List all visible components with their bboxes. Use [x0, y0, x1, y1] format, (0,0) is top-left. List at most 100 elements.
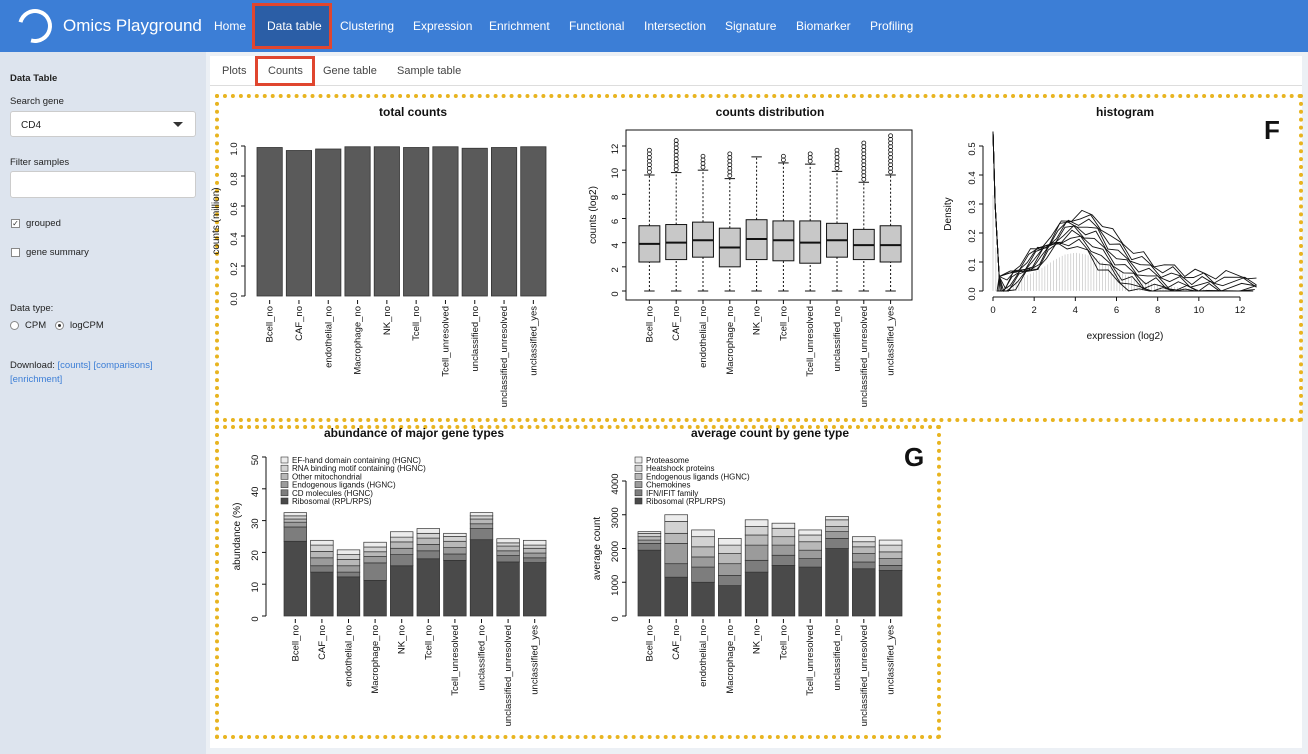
average-count-bar-segment — [718, 544, 742, 554]
tab-gene-table[interactable]: Gene table — [323, 65, 377, 77]
abundance-bar-segment — [310, 565, 334, 573]
abundance-x-tick-label: unclassified_no — [477, 625, 488, 691]
average-count-legend-swatch — [634, 481, 643, 488]
filter-samples-input[interactable] — [10, 171, 196, 198]
average-count-bar-segment — [637, 539, 662, 544]
counts-distribution-x-tick-label: endothelial_no — [698, 306, 709, 368]
average-count-bar-segment — [771, 522, 796, 529]
total-counts-x-tick-label: Tcell_unresolved — [440, 306, 451, 377]
average-count-legend-label: Proteasome — [646, 456, 690, 465]
average-count-bar-segment — [852, 553, 876, 563]
box-outlier — [834, 147, 840, 153]
tab-plots[interactable]: Plots — [222, 65, 247, 77]
nav-data-table[interactable]: Data table — [267, 19, 322, 33]
logcpm-radio[interactable] — [55, 321, 64, 330]
tab-sample-table[interactable]: Sample table — [397, 65, 462, 77]
abundance-y-tick-label: 30 — [250, 518, 261, 529]
histogram-y-axis-label: Density — [943, 197, 954, 230]
download-counts-link[interactable]: [counts] — [57, 360, 91, 371]
histogram-x-tick-label: 2 — [1032, 305, 1037, 316]
abundance-bar-segment — [310, 539, 334, 546]
nav-enrichment[interactable]: Enrichment — [489, 19, 550, 33]
average-count-bar-segment — [878, 551, 903, 559]
tab-counts[interactable]: Counts — [268, 65, 303, 77]
histogram-density-line — [992, 131, 1254, 292]
average-count-bar-segment — [691, 536, 715, 548]
abundance-bar-segment — [443, 540, 467, 548]
abundance-bar-segment — [363, 556, 387, 564]
download-comparisons-link[interactable]: [comparisons] — [93, 360, 153, 371]
abundance-bar-segment — [496, 555, 520, 563]
download-enrichment-link[interactable]: [enrichment] — [10, 374, 63, 385]
abundance-bar-segment — [310, 544, 334, 552]
abundance-bar-segment — [469, 523, 494, 529]
average-count-x-tick-label: unclassified_unresolved — [859, 625, 870, 726]
average-count-bar-segment — [771, 565, 796, 617]
nav-profiling[interactable]: Profiling — [870, 19, 914, 33]
abundance-bar-segment — [336, 571, 361, 578]
app-title[interactable]: Omics Playground — [63, 16, 202, 35]
total-counts-bar — [403, 147, 430, 297]
abundance-bar-segment — [416, 537, 440, 545]
abundance-bar-segment — [283, 526, 307, 542]
average-count-bar-segment — [878, 570, 903, 617]
average-count-bar-segment — [718, 585, 742, 617]
counts-distribution-frame — [625, 129, 913, 301]
abundance-title: abundance of major gene types — [324, 426, 504, 440]
abundance-x-tick-label: CAF_no — [317, 625, 328, 660]
download-label: Download: — [10, 360, 55, 371]
abundance-legend-swatch — [280, 489, 289, 497]
counts-distribution-x-tick-label: Bcell_no — [644, 306, 655, 342]
nav-biomarker[interactable]: Biomarker — [796, 19, 851, 33]
abundance-bar-segment — [469, 518, 494, 525]
average-count-bar-segment — [744, 544, 769, 561]
abundance-legend-label: RNA binding motif containing (HGNC) — [292, 464, 426, 473]
total-counts-bar — [344, 146, 371, 297]
abundance-y-tick-label: 20 — [250, 550, 261, 561]
grouped-label: grouped — [26, 218, 61, 229]
panel-f-highlight — [215, 94, 1303, 422]
nav-intersection[interactable]: Intersection — [644, 19, 707, 33]
average-count-bar-segment — [825, 538, 849, 549]
histogram-x-axis-label: expression (log2) — [1087, 331, 1164, 342]
abundance-legend-swatch — [280, 481, 289, 488]
panel-letter-g: G — [904, 442, 925, 472]
average-count-bar-segment — [852, 546, 876, 554]
cpm-radio[interactable] — [10, 321, 19, 330]
average-count-x-tick-label: unclassified_yes — [886, 625, 897, 695]
nav-functional[interactable]: Functional — [569, 19, 625, 33]
counts-distribution-y-tick-label: 2 — [610, 267, 621, 272]
abundance-bar-segment — [310, 551, 334, 559]
nav-clustering[interactable]: Clustering — [340, 19, 395, 33]
abundance-bar-segment — [496, 542, 520, 547]
total-counts-x-tick-label: unclassified_yes — [528, 306, 539, 376]
average-count-y-tick-label: 4000 — [610, 473, 621, 494]
average-count-bar-segment — [691, 546, 715, 558]
counts-distribution-y-axis-label: counts (log2) — [588, 186, 599, 244]
grouped-checkbox[interactable]: ✓ — [11, 219, 20, 228]
average-count-bar-segment — [771, 554, 796, 566]
average-count-bar-segment — [637, 532, 662, 538]
nav-home[interactable]: Home — [214, 19, 247, 33]
histogram-x-tick-label: 4 — [1073, 305, 1078, 316]
nav-signature[interactable]: Signature — [725, 19, 777, 33]
histogram-x-tick-label: 8 — [1155, 305, 1160, 316]
abundance-legend-label: Endogenous ligands (HGNC) — [292, 481, 396, 490]
box-outlier — [861, 140, 867, 146]
cpm-label: CPM — [25, 320, 47, 331]
abundance-bar-segment — [523, 544, 547, 549]
abundance-bar-segment — [443, 547, 467, 555]
abundance-bar-segment — [416, 532, 440, 539]
abundance-bar-segment — [336, 565, 361, 573]
average-count-bar-segment — [798, 566, 822, 617]
search-gene-label: Search gene — [10, 96, 64, 107]
nav-expression[interactable]: Expression — [413, 19, 473, 33]
search-gene-select[interactable]: CD4 — [10, 111, 196, 137]
gene-summary-checkbox[interactable] — [11, 248, 20, 257]
average-count-bar-segment — [878, 565, 903, 571]
average-count-bar-segment — [664, 563, 688, 578]
abundance-bar-segment — [390, 565, 414, 617]
average-count-bar-segment — [637, 549, 662, 617]
average-count-y-axis-label: average count — [592, 517, 603, 581]
average-count-bar-segment — [852, 536, 876, 543]
